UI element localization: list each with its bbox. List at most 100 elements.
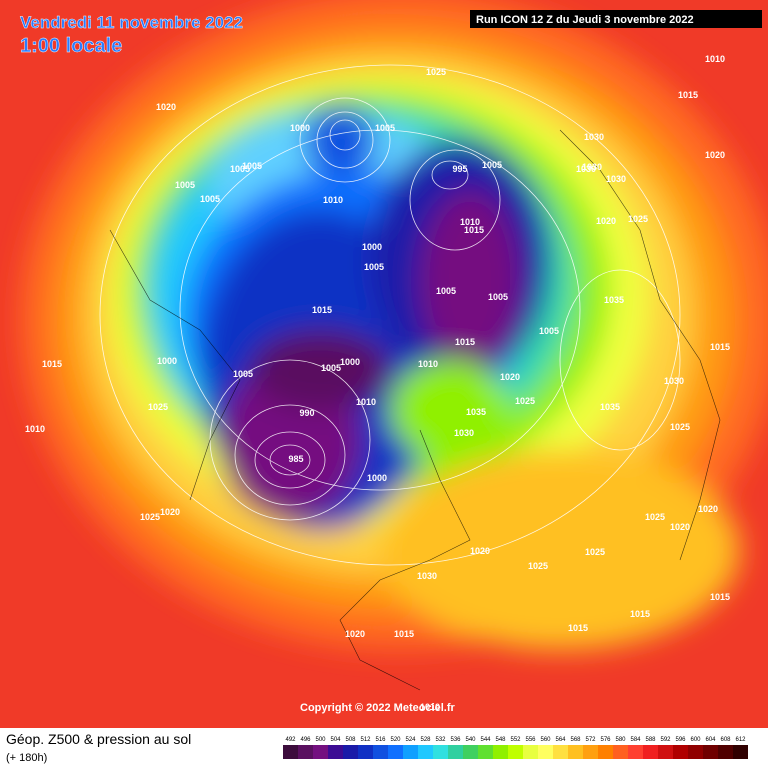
isobar-label: 1010: [460, 217, 480, 227]
run-info: Run ICON 12 Z du Jeudi 3 novembre 2022: [476, 14, 694, 26]
isobar-label: 1015: [464, 225, 484, 235]
isobar-label: 1015: [312, 305, 332, 315]
scale-label: 596: [675, 737, 686, 743]
scale-label: 540: [465, 737, 476, 743]
isobar-label: 1005: [200, 194, 220, 204]
scale-cell: [373, 745, 388, 759]
scale-label: 608: [720, 737, 731, 743]
isobar-label: 1010: [356, 397, 376, 407]
scale-label: 600: [690, 737, 701, 743]
isobar-label: 1005: [375, 123, 395, 133]
isobar-label: 1030: [576, 164, 596, 174]
date: Vendredi 11 novembre 2022: [20, 13, 243, 32]
isobar-label: 1025: [645, 512, 665, 522]
scale-cell: [688, 745, 703, 759]
scale-cell: [598, 745, 613, 759]
scale-cell: [298, 745, 313, 759]
scale-label: 492: [285, 737, 296, 743]
isobar-label: 1000: [157, 356, 177, 366]
isobar-label: 1025: [670, 422, 690, 432]
scale-label: 552: [510, 737, 521, 743]
scale-cell: [403, 745, 418, 759]
isobar-label: 1020: [470, 546, 490, 556]
scale-cell: [703, 745, 718, 759]
scale-cell: [343, 745, 358, 759]
scale-label: 548: [495, 737, 506, 743]
scale-label: 592: [660, 737, 671, 743]
scale-label: 564: [555, 737, 566, 743]
isobar-label: 1035: [466, 407, 486, 417]
scale-label: 512: [360, 737, 371, 743]
scale-label: 532: [435, 737, 446, 743]
isobar-label: 1015: [42, 359, 62, 369]
scale-label: 500: [315, 737, 326, 743]
isobar-label: 1010: [705, 54, 725, 64]
scale-cell: [568, 745, 583, 759]
scale-cell: [718, 745, 733, 759]
scale-cell: [523, 745, 538, 759]
isobar-label: 1005: [233, 369, 253, 379]
isobar-label: 1030: [417, 571, 437, 581]
isobar-label: 1005: [482, 160, 502, 170]
isobar-label: 1035: [600, 402, 620, 412]
scale-label: 572: [585, 737, 596, 743]
isobar-label: 1005: [488, 292, 508, 302]
scale-cell: [508, 745, 523, 759]
scale-label: 524: [405, 737, 416, 743]
isobar-label: 1020: [156, 102, 176, 112]
scale-cell: [358, 745, 373, 759]
isobar-label: 1005: [175, 180, 195, 190]
scale-cell: [328, 745, 343, 759]
isobar-label: 1030: [606, 174, 626, 184]
isobar-label: 1035: [604, 295, 624, 305]
scale-cell: [418, 745, 433, 759]
isobar-label: 1005: [230, 164, 250, 174]
isobar-label: 1025: [585, 547, 605, 557]
isobar-label: 1025: [426, 67, 446, 77]
isobar-label: 1020: [698, 504, 718, 514]
scale-cell: [283, 745, 298, 759]
scale-label: 568: [570, 737, 581, 743]
isobar-label: 1015: [394, 629, 414, 639]
isobar-label: 1030: [454, 428, 474, 438]
isobar-label: 1010: [420, 702, 440, 712]
isobar-label: 1005: [539, 326, 559, 336]
scale-label: 560: [540, 737, 551, 743]
scale-cell: [628, 745, 643, 759]
scale-label: 584: [630, 737, 641, 743]
scale-cell: [733, 745, 748, 759]
isobar-label: 1030: [582, 162, 602, 172]
isobar-label: 1025: [528, 561, 548, 571]
scale-label: 612: [735, 737, 746, 743]
scale-label: 520: [390, 737, 401, 743]
legend-subtitle: (+ 180h): [6, 752, 47, 764]
isobar-label: 1005: [242, 161, 262, 171]
isobar-label: 1005: [436, 286, 456, 296]
isobar-label: 1020: [500, 372, 520, 382]
scale-label: 580: [615, 737, 626, 743]
scale-cell: [388, 745, 403, 759]
pressure-labels: 1010101510201025102010051000100510051005…: [25, 54, 730, 712]
isobar-label: 1020: [670, 522, 690, 532]
map: [0, 0, 768, 728]
scale-cell: [583, 745, 598, 759]
scale-label: 516: [375, 737, 386, 743]
scale-cell: [463, 745, 478, 759]
isobar-label: 1020: [705, 150, 725, 160]
scale-cell: [448, 745, 463, 759]
copyright: Copyright © 2022 Meteociel.fr: [300, 702, 456, 714]
isobar-label: 985: [288, 454, 303, 464]
scale-label: 504: [330, 737, 341, 743]
isobar-label: 1000: [290, 123, 310, 133]
isobar-label: 1025: [148, 402, 168, 412]
isobar-label: 1015: [710, 342, 730, 352]
run-box: [470, 10, 762, 28]
isobar-label: 1005: [364, 262, 384, 272]
scale-label: 544: [480, 737, 491, 743]
scale-label: 496: [300, 737, 311, 743]
legend-title: Géop. Z500 & pression au sol: [6, 731, 191, 747]
isobar-label: 1010: [323, 195, 343, 205]
scale-cell: [433, 745, 448, 759]
isobar-label: 1015: [678, 90, 698, 100]
